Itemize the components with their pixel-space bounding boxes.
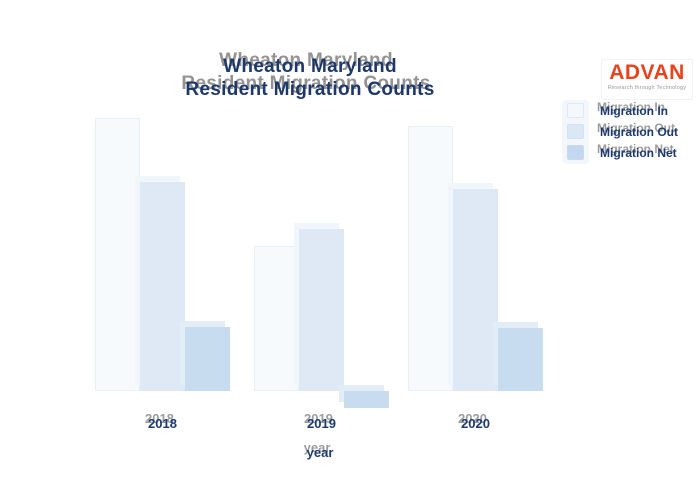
bar-migration-out-2018 [140, 182, 185, 391]
legend-item-migration-out: Migration Out [562, 121, 678, 142]
migration-net-swatch-icon [567, 145, 584, 160]
x-tick-2020: 2020 [461, 416, 490, 431]
bar-migration-net-2019 [344, 391, 389, 408]
chart-title-line1: Wheaton Maryland [223, 56, 397, 77]
legend-label: Migration In [600, 103, 668, 118]
bar-migration-out-2019 [299, 229, 344, 391]
bar-migration-out-2020 [453, 189, 498, 391]
advan-logo-tagline: Research through Technology [607, 85, 687, 91]
legend-label: Migration Out [600, 124, 678, 139]
chart-title-line2: Resident Migration Counts [185, 79, 435, 100]
bar-migration-in-2018 [95, 118, 140, 391]
bar-migration-in-2020 [408, 126, 453, 391]
bar-migration-net-2020 [498, 328, 543, 391]
advan-logo-wordmark: ADVAN [609, 61, 685, 84]
migration-out-swatch-icon [567, 124, 584, 139]
bar-migration-in-2019 [254, 246, 299, 391]
chart-title: Wheaton Maryland Resident Migration Coun… [60, 55, 560, 101]
legend-label: Migration Net [600, 145, 677, 160]
migration-in-swatch-icon [567, 103, 584, 118]
legend-item-migration-net: Migration Net [562, 142, 678, 163]
bar-migration-net-2018 [185, 327, 230, 391]
x-axis-title: year [306, 445, 334, 460]
advan-logo: ADVAN Research through Technology [601, 59, 693, 100]
x-tick-2018: 2018 [148, 416, 177, 431]
x-tick-2019: 2019 [307, 416, 336, 431]
legend-item-migration-in: Migration In [562, 100, 678, 121]
legend: Migration In Migration Out Migration Net [562, 100, 678, 164]
